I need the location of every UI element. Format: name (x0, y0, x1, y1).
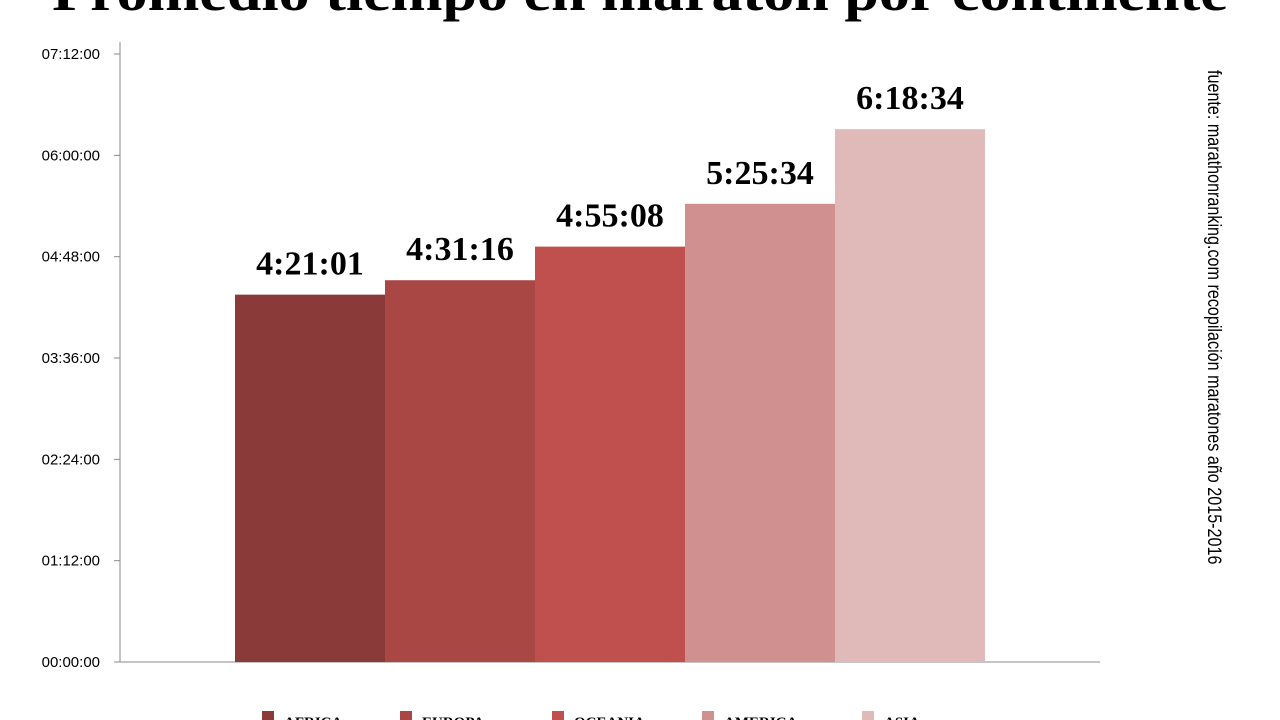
y-tick-label: 02:24:00 (42, 451, 100, 468)
legend-swatch (400, 711, 412, 720)
legend-swatch (862, 711, 874, 720)
bar (535, 246, 685, 662)
value-label: 4:55:08 (556, 198, 664, 235)
legend-label: OCEANIA (574, 715, 645, 720)
y-tick-label: 07:12:00 (42, 46, 100, 63)
legend-label: AFRICA (284, 715, 342, 720)
value-label: 6:18:34 (856, 80, 964, 117)
y-tick-label: 03:36:00 (42, 350, 100, 367)
bar (685, 203, 835, 663)
y-tick-label: 04:48:00 (42, 249, 100, 266)
legend-swatch (702, 711, 714, 720)
bar (385, 280, 535, 662)
value-label: 5:25:34 (706, 155, 814, 192)
y-tick-label: 06:00:00 (42, 147, 100, 164)
y-tick-label: 01:12:00 (42, 553, 100, 570)
value-label: 4:21:01 (256, 246, 364, 283)
chart-title: Promedio tiempo en maraton por continent… (52, 0, 1228, 22)
bar (835, 129, 985, 663)
value-label: 4:31:16 (406, 231, 514, 268)
legend-swatch (552, 711, 564, 720)
bar (235, 294, 385, 662)
legend-label: ASIA (884, 715, 920, 720)
legend-label: AMERICA (724, 715, 797, 720)
legend-swatch (262, 711, 274, 720)
source-note: fuente: marathonranking.com recopilación… (1204, 70, 1226, 565)
y-tick-label: 00:00:00 (42, 654, 100, 671)
legend-label: EUROPA (422, 715, 484, 720)
